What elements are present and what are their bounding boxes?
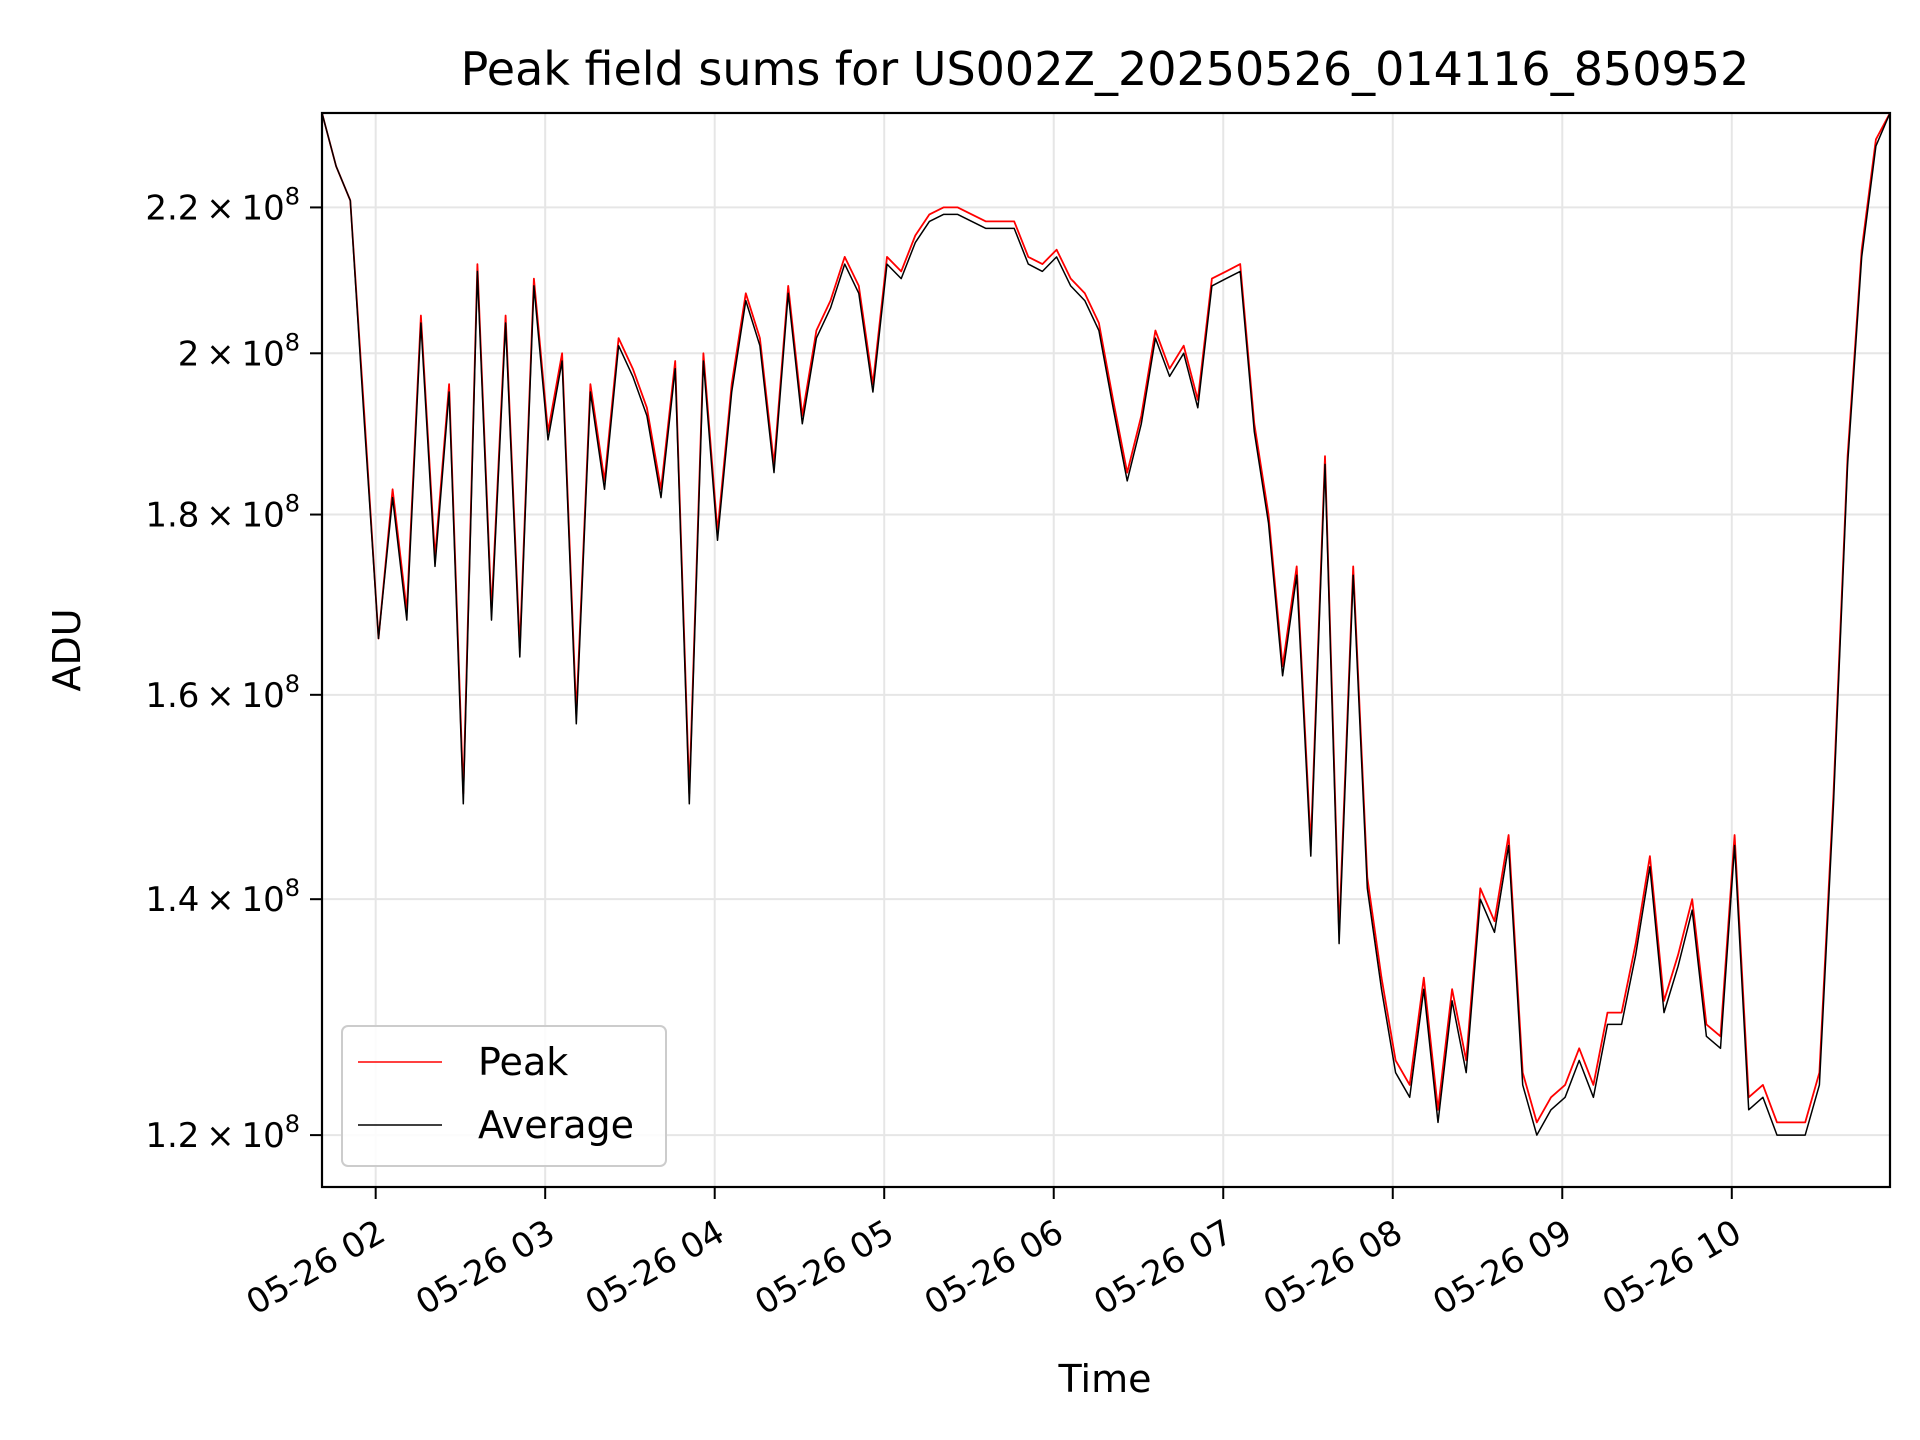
legend-average-label: Average — [478, 1103, 634, 1147]
legend-frame — [341, 1025, 667, 1167]
y-tick-label: 2 × 108 — [178, 328, 300, 374]
legend-peak-label: Peak — [478, 1040, 568, 1084]
y-tick-label: 1.6 × 108 — [145, 670, 300, 716]
y-tick-label: 1.8 × 108 — [145, 490, 300, 536]
chart-title: Peak field sums for US002Z_20250526_0141… — [461, 42, 1750, 96]
y-tick-label: 1.2 × 108 — [145, 1110, 300, 1156]
y-tick-label: 2.2 × 108 — [145, 182, 300, 228]
y-axis: 1.2 × 108 1.4 × 108 1.6 × 108 1.8 × 108 2 × … — [145, 182, 322, 1156]
y-axis-label: ADU — [45, 608, 89, 691]
series-line-average — [321, 112, 1891, 1136]
x-axis-label: Time — [1058, 1357, 1152, 1401]
plot-area-frame — [320, 111, 1892, 1189]
grid — [322, 113, 1890, 1187]
series-lines — [321, 112, 1891, 1136]
legend: Peak Average — [341, 1025, 667, 1167]
y-tick-label: 1.4 × 108 — [145, 874, 300, 920]
